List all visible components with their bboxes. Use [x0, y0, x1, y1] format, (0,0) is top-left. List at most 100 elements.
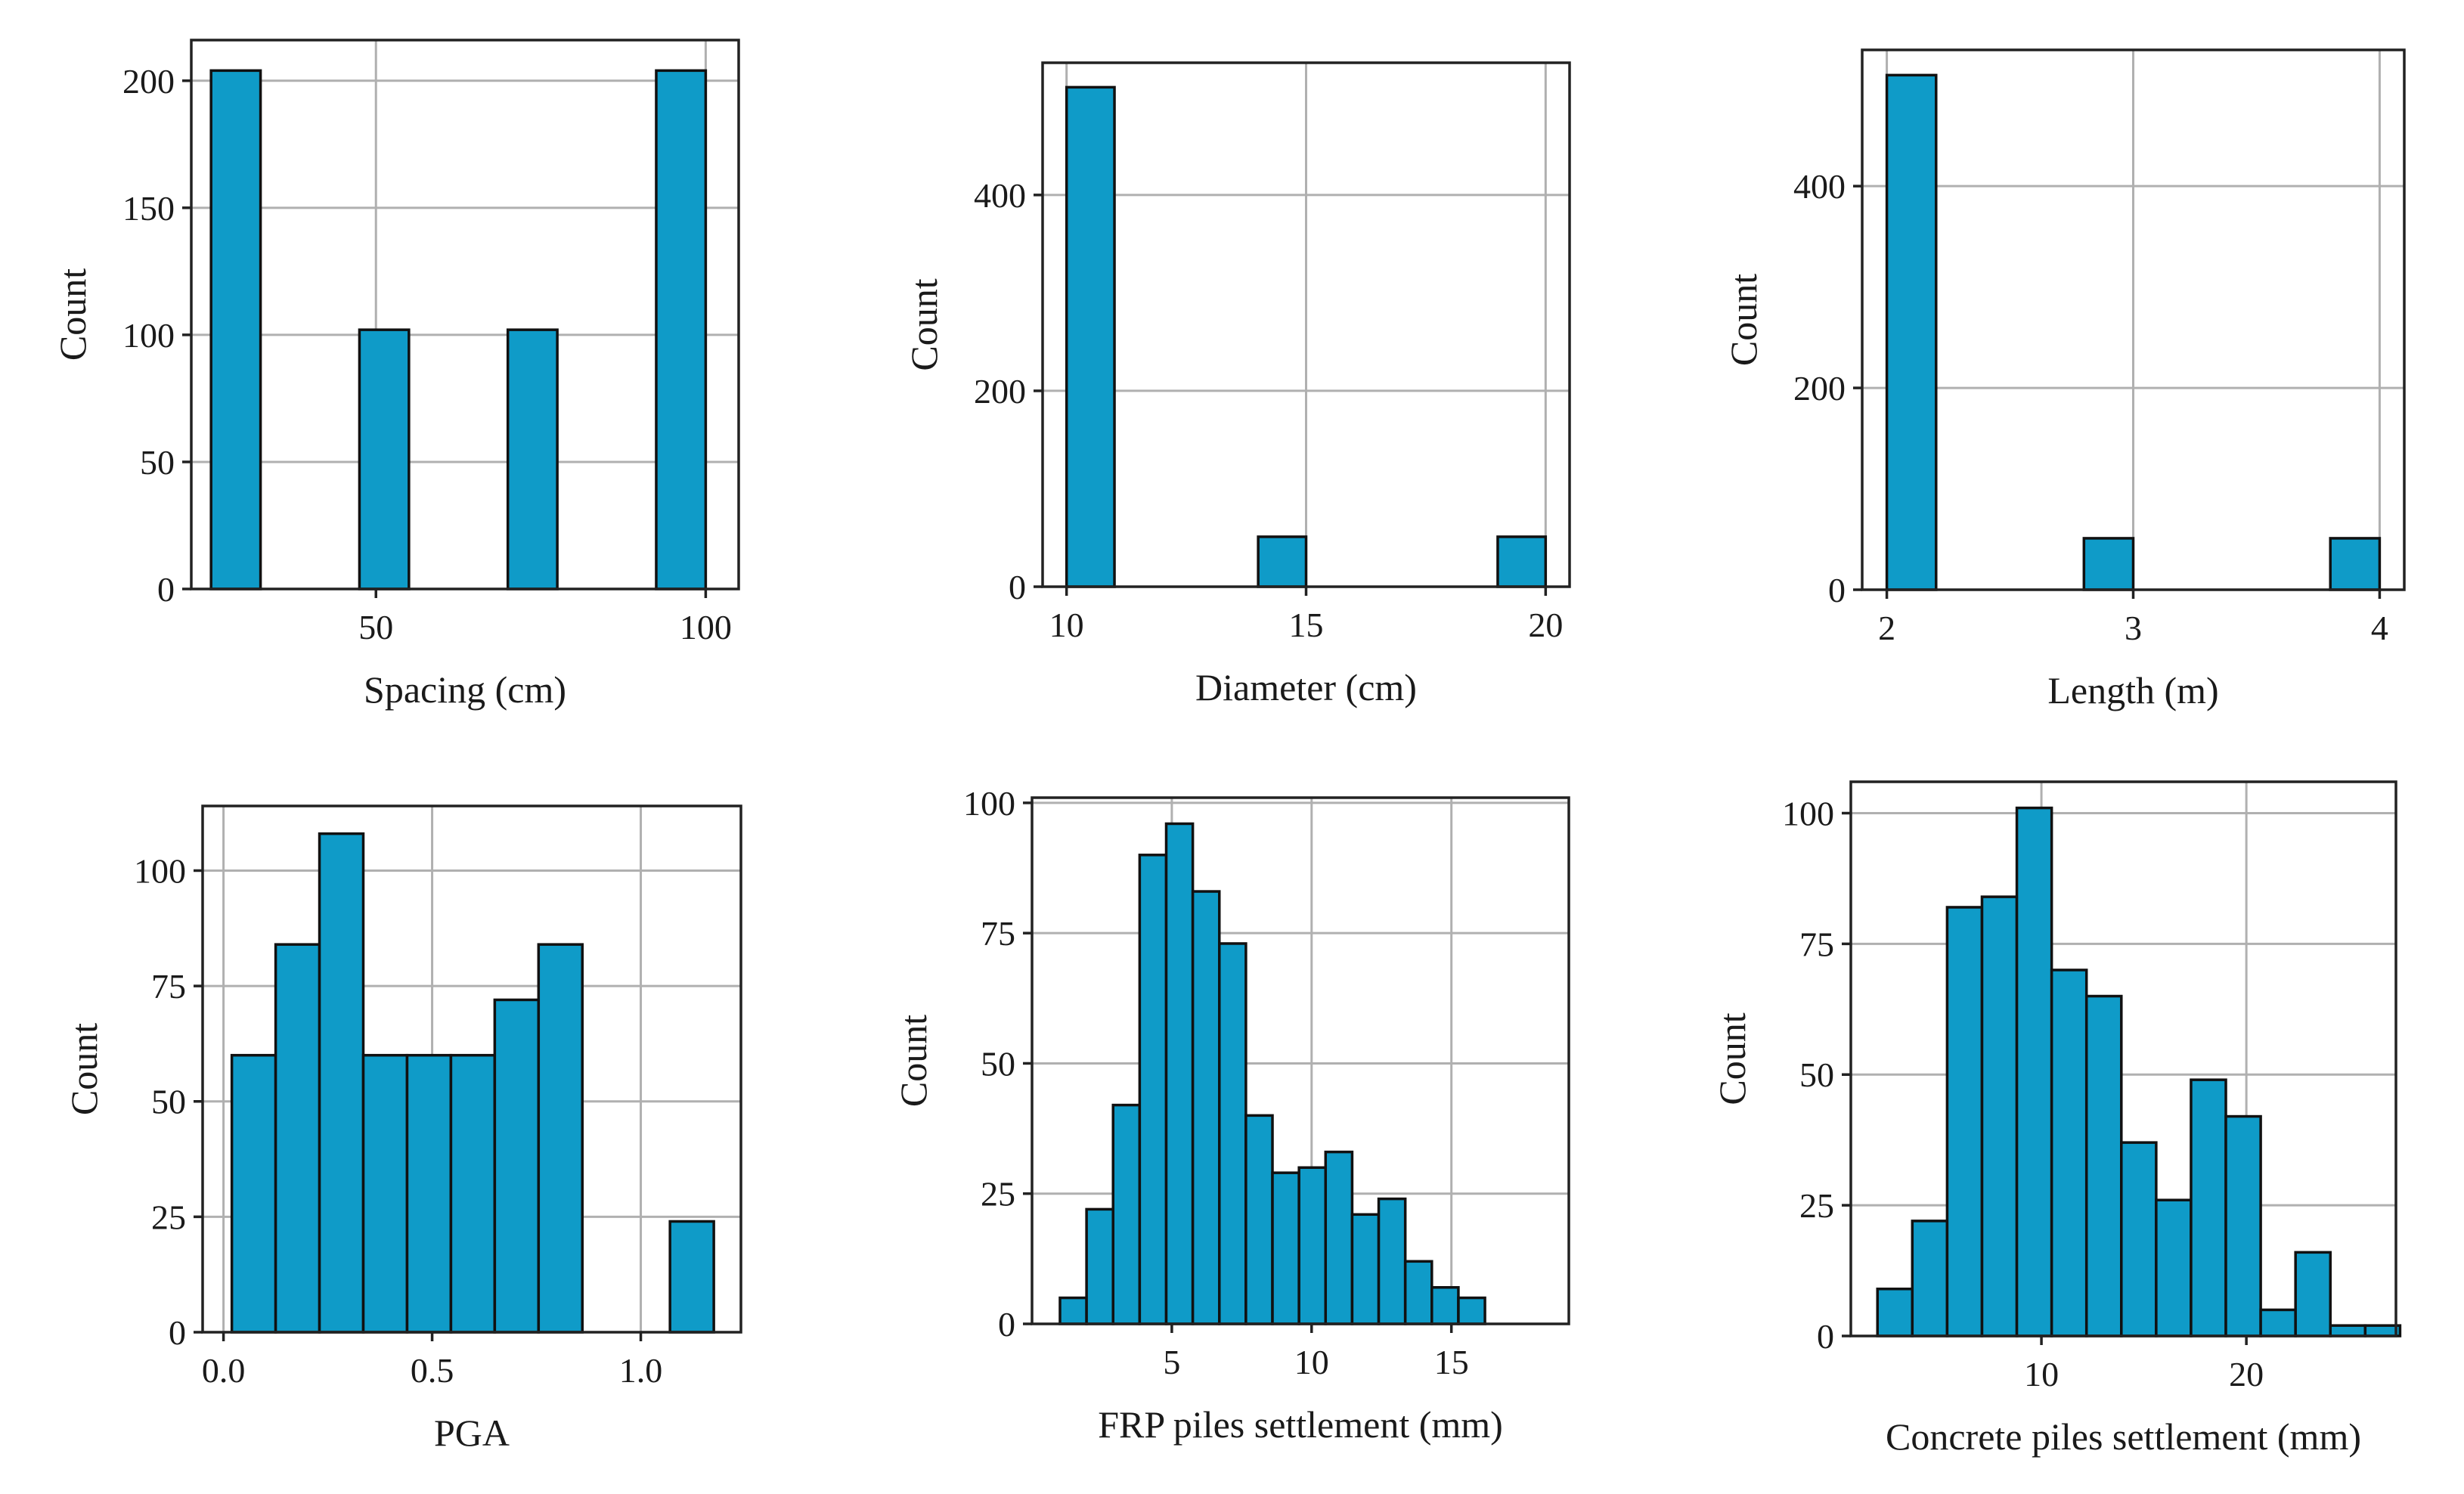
y-tick-label: 50 [140, 443, 175, 482]
histogram-bar [449, 1053, 497, 1334]
histogram-bar [318, 832, 365, 1334]
histogram-bar [274, 943, 321, 1334]
histogram-bar [2329, 537, 2382, 591]
histogram-bar [1403, 1260, 1433, 1325]
x-tick-label: 1.0 [619, 1351, 663, 1390]
y-tick-label: 25 [981, 1175, 1015, 1213]
x-tick-label: 5 [1163, 1343, 1180, 1381]
histogram-bar [209, 69, 262, 590]
histogram-bar [405, 1053, 453, 1334]
x-tick-label: 15 [1434, 1343, 1469, 1381]
histogram-bar [1218, 942, 1247, 1325]
histogram-bar [2259, 1308, 2297, 1337]
x-tick-label: 20 [2229, 1355, 2264, 1393]
x-tick-label: 10 [1294, 1343, 1329, 1381]
histogram-panel-6: 0 25 50 75 100 10 20 Concrete piles settlement … [1711, 780, 2402, 1458]
x-tick-label: 15 [1289, 606, 1324, 644]
x-axis-label: Spacing (cm) [364, 668, 566, 711]
y-tick-label: 25 [151, 1198, 186, 1236]
histogram-bar [493, 998, 541, 1334]
histogram-bar [2084, 994, 2123, 1337]
histogram-bar [1138, 854, 1168, 1325]
y-tick-label: 0 [998, 1305, 1015, 1344]
y-tick-label: 50 [151, 1083, 186, 1121]
y-tick-label: 0 [1817, 1317, 1834, 1356]
x-tick-label: 2 [1878, 609, 1895, 647]
x-axis-label: PGA [434, 1412, 510, 1454]
histogram-bar [1271, 1171, 1300, 1325]
histogram-bar [1911, 1220, 1949, 1337]
x-tick-label: 3 [2125, 609, 2142, 647]
histogram-bar [1164, 822, 1195, 1325]
y-tick-label: 75 [151, 967, 186, 1006]
histogram-bar [2224, 1114, 2262, 1337]
histogram-bar [1350, 1213, 1381, 1325]
histogram-bar [361, 1053, 409, 1334]
histogram-panel-4: 0 25 50 75 100 0.0 0.5 1.0 PGA Count [63, 804, 742, 1454]
y-tick-label: 200 [1793, 369, 1846, 408]
histogram-bar [1430, 1286, 1460, 1325]
x-tick-label: 50 [358, 608, 393, 646]
y-tick-label: 0 [157, 570, 175, 609]
histogram-bar [1297, 1166, 1328, 1325]
y-tick-label: 50 [981, 1044, 1015, 1083]
y-tick-label: 75 [981, 914, 1015, 953]
histogram-bar [655, 69, 708, 590]
histogram-bar [1191, 890, 1221, 1325]
histogram-panel-2: 0 200 400 10 15 20 Diameter (cm) Count [903, 61, 1571, 708]
plot-frame [1031, 796, 1570, 1325]
y-tick-label: 400 [1793, 167, 1846, 206]
x-tick-label: 10 [2024, 1355, 2059, 1393]
plot-frame [190, 39, 740, 590]
histogram-bar [230, 1053, 277, 1334]
plot-frame [201, 804, 742, 1334]
histogram-bar [2015, 806, 2053, 1337]
y-axis-label: Count [903, 278, 945, 370]
histogram-bar [1324, 1150, 1354, 1325]
y-tick-label: 100 [134, 851, 186, 890]
histogram-bar [1980, 895, 2019, 1337]
x-tick-label: 10 [1049, 606, 1084, 644]
y-tick-label: 0 [169, 1313, 186, 1352]
y-tick-label: 25 [1799, 1186, 1834, 1225]
y-tick-label: 150 [122, 189, 175, 228]
plot-frame [1849, 780, 2397, 1337]
y-axis-label: Count [1711, 1012, 1753, 1105]
y-tick-label: 100 [963, 784, 1015, 823]
x-axis-label: FRP piles settlement (mm) [1098, 1403, 1503, 1446]
y-tick-label: 50 [1799, 1055, 1834, 1094]
histogram-panel-3: 0 200 400 2 3 4 Length (m) Count [1722, 48, 2406, 711]
x-axis-label: Diameter (cm) [1195, 666, 1417, 708]
y-tick-label: 200 [122, 62, 175, 101]
histogram-bar [668, 1220, 715, 1334]
histogram-bar [2294, 1251, 2332, 1337]
histogram-bar [2329, 1324, 2367, 1337]
histogram-bar [1945, 906, 1984, 1337]
histogram-bar [2120, 1141, 2158, 1337]
histogram-bar [2190, 1078, 2227, 1337]
x-tick-label: 0.5 [411, 1351, 454, 1390]
histogram-panel-1: 0 50 100 150 200 50 100 Spacing (cm) Count [51, 39, 740, 711]
y-axis-label: Count [63, 1023, 105, 1115]
histogram-bar [1876, 1288, 1914, 1337]
histogram-bar [2155, 1198, 2193, 1337]
y-tick-label: 100 [122, 316, 175, 355]
y-tick-label: 75 [1799, 925, 1834, 963]
histogram-bar [1065, 85, 1116, 588]
histogram-bar [1885, 73, 1938, 591]
y-axis-label: Count [51, 268, 94, 361]
histogram-bar [1377, 1197, 1407, 1325]
y-tick-label: 0 [1009, 568, 1026, 606]
histogram-bar [537, 943, 584, 1334]
x-tick-label: 4 [2371, 609, 2388, 647]
histogram-bar [1111, 1103, 1142, 1325]
y-tick-label: 0 [1828, 571, 1846, 609]
histogram-bar [1496, 535, 1548, 588]
y-tick-label: 100 [1782, 794, 1834, 832]
y-tick-label: 400 [974, 176, 1026, 215]
histogram-bar [1244, 1114, 1274, 1325]
histogram-bar [1457, 1296, 1486, 1325]
histogram-bar [1058, 1296, 1088, 1325]
x-tick-label: 0.0 [202, 1351, 246, 1390]
histogram-bar [358, 328, 411, 590]
